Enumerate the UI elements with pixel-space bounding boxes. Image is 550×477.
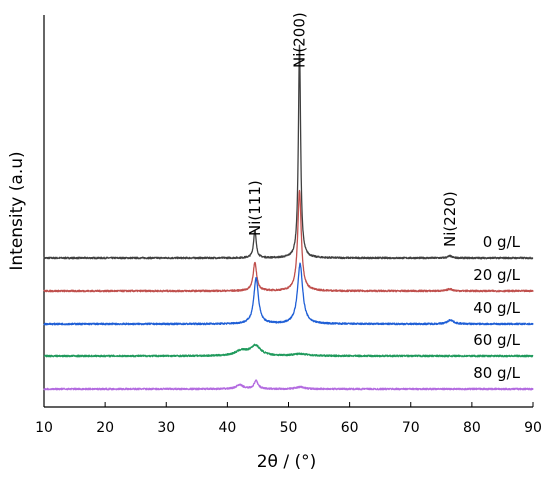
x-tick-label: 30 <box>157 420 175 436</box>
series-label: 20 g/L <box>473 266 520 284</box>
x-tick-label: 60 <box>341 420 359 436</box>
x-tick-label: 10 <box>35 420 53 436</box>
series-line-3 <box>43 343 534 358</box>
series-label: 80 g/L <box>473 364 520 382</box>
peak-label: Ni(220) <box>441 191 459 247</box>
x-tick-label: 40 <box>218 420 236 436</box>
x-tick-label: 70 <box>402 420 420 436</box>
axes: 10 20 30 40 50 60 70 80 90 <box>35 15 542 436</box>
series-label: 0 g/L <box>483 233 521 251</box>
series-label: 60 g/L <box>473 331 520 349</box>
x-axis-title: 2θ / (°) <box>257 452 317 472</box>
peak-label: Ni(200) <box>291 12 309 68</box>
series-line-0 <box>43 44 534 260</box>
chart-labels: 2θ / (°) Intensity (a.u) 0 g/L 20 g/L 40 g/L… <box>7 12 521 472</box>
peak-label: Ni(111) <box>246 180 264 236</box>
x-tick-label: 50 <box>280 420 298 436</box>
series-line-4 <box>43 379 534 391</box>
x-tick-label: 80 <box>463 420 481 436</box>
series-label: 40 g/L <box>473 299 520 317</box>
x-tick-label: 90 <box>524 420 542 436</box>
series-lines <box>43 44 534 391</box>
series-line-1 <box>43 189 534 293</box>
x-tick-label: 20 <box>96 420 114 436</box>
series-line-2 <box>43 262 534 326</box>
y-axis-title: Intensity (a.u) <box>7 151 27 270</box>
